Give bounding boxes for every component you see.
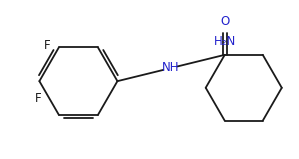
Text: F: F (44, 39, 51, 52)
Text: F: F (34, 92, 41, 105)
Text: H₂N: H₂N (213, 35, 236, 48)
Text: O: O (220, 15, 229, 28)
Text: NH: NH (162, 62, 180, 75)
